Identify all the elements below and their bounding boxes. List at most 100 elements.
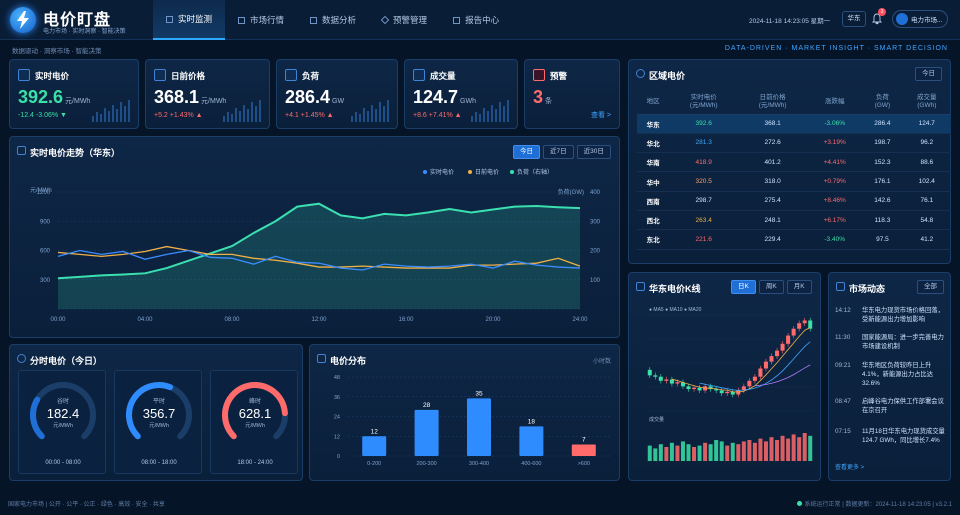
volume-bar (780, 435, 785, 461)
news-text: 华东电力现货市场价格回落，受新能源出力增加影响 (862, 307, 944, 323)
table-row[interactable]: 华中 320.5 318.0 +0.79% 176.1 102.4 (637, 171, 951, 192)
kpi-card: 成交量 124.7 GWh +8.6 +7.41% ▲ (404, 59, 518, 129)
kpi-number: 286.4 (285, 87, 331, 107)
kpi-label: 预警 (550, 71, 568, 81)
news-more-link[interactable]: 查看更多 > (835, 465, 865, 471)
table-cell: 176.1 (862, 171, 903, 192)
trend-title: 实时电价走势（华东） (30, 148, 121, 158)
gauge-card: 峰时 628.1 元/MWh 18:00 - 24:00 (210, 370, 298, 474)
table-cell: 275.4 (738, 191, 808, 211)
app-subtitle: 电力市场 · 实时洞察 · 智能决策 (43, 29, 126, 35)
kpi-number: 3 (533, 87, 544, 107)
news-item[interactable]: 07:15 11月18日华东电力现货成交量 124.7 GWh，同比增长7.4% (835, 427, 948, 457)
distribution-chart: 48 36 24 12 0 12 0-200 28 200-300 35 300-400 18 400-… (334, 375, 610, 467)
volume-bar (786, 438, 791, 461)
volume-bar (763, 441, 768, 461)
nav-market[interactable]: 市场行情 (225, 0, 297, 40)
kpi-icon (533, 69, 545, 81)
kpi-label: 日前价格 (171, 71, 206, 81)
kpi-icon (413, 69, 425, 81)
news-all-button[interactable]: 全部 (917, 280, 944, 294)
spark-bar (387, 100, 389, 122)
kpi-change: +5.2 +1.43% ▲ (154, 112, 203, 119)
spark-bar (487, 111, 489, 122)
nav-alerts[interactable]: 预警管理 (369, 0, 440, 40)
kpi-value: 368.1 元/MWh (154, 87, 226, 108)
user-name: 电力市场... (911, 17, 943, 24)
lightning-logo-icon (10, 7, 36, 33)
table-cell: 272.6 (738, 133, 808, 154)
tab-month-k[interactable]: 月K (786, 280, 812, 294)
bar-value-label: 18 (528, 418, 536, 425)
tab-30d[interactable]: 近30日 (576, 145, 611, 159)
volume-bar (802, 433, 807, 461)
trend-range-tabs: 今日 近7日 近30日 (513, 145, 611, 159)
volume-bar (703, 442, 708, 461)
news-text: 启峰谷电力保供工作部署会议在京召开 (862, 398, 944, 414)
time-price-title: 分时电价（今日） (30, 356, 103, 366)
kpi-number: 392.6 (18, 87, 64, 107)
distribution-card: 电价分布 小时数 48 36 24 12 0 12 0-200 28 200-300 35 300-… (309, 344, 620, 481)
tab-day-k[interactable]: 日K (731, 280, 756, 294)
gauge-label: 峰时 (249, 397, 261, 405)
news-item[interactable]: 11:30 国家能源局：进一步完善电力市场建设机制 (835, 333, 948, 363)
volume-bar (708, 444, 713, 461)
table-cell: 368.1 (738, 114, 808, 134)
nav-realtime[interactable]: 实时监测 (153, 0, 226, 40)
spark-bar (251, 102, 253, 122)
kline-period-tabs: 日K 周K 月K (731, 280, 812, 294)
table-cell: 西北 (637, 210, 670, 231)
candle-body (675, 382, 680, 384)
kpi-number: 124.7 (413, 87, 459, 107)
volume-bar (752, 442, 757, 461)
table-row[interactable]: 华北 281.3 272.6 +3.19% 198.7 96.2 (637, 133, 951, 154)
version: v3.2.1 (935, 502, 952, 508)
table-row[interactable]: 东北 221.6 229.4 -3.40% 97.5 41.2 (637, 229, 951, 250)
table-row[interactable]: 华东 392.6 368.1 -3.06% 286.4 124.7 (637, 114, 951, 134)
news-item[interactable]: 14:12 华东电力现货市场价格回落，受新能源出力增加影响 (835, 306, 948, 336)
region-title: 区域电价 (649, 71, 686, 81)
region-selector[interactable]: 华东 (842, 11, 866, 27)
category-label: 0-200 (367, 461, 381, 467)
table-header: 涨跌幅 (807, 90, 863, 115)
candle-body (758, 368, 763, 377)
candle-body (802, 320, 807, 324)
candle-body (747, 380, 752, 387)
table-row[interactable]: 华南 418.9 401.2 +4.41% 152.3 88.6 (637, 152, 951, 173)
volume-bar (653, 448, 658, 461)
table-cell: 88.6 (902, 152, 951, 173)
kpi-unit: 元/MWh (201, 98, 227, 105)
distribution-title: 电价分布 (330, 356, 367, 366)
spark-bar (383, 106, 385, 122)
tab-week-k[interactable]: 周K (758, 280, 784, 294)
table-cell: 华东 (637, 114, 670, 134)
kpi-icon (285, 69, 297, 81)
app-title: 电价盯盘 (43, 12, 112, 29)
volume-bar (664, 447, 669, 461)
candle-body (669, 379, 674, 384)
tab-today[interactable]: 今日 (513, 145, 540, 159)
nav-reports[interactable]: 报告中心 (440, 0, 512, 40)
gauge-fill (126, 382, 174, 440)
kpi-number: 368.1 (154, 87, 200, 107)
table-cell: 41.2 (902, 229, 951, 250)
nav-analysis[interactable]: 数据分析 (297, 0, 369, 40)
notification-badge: 3 (878, 8, 886, 16)
kpi-view-link[interactable]: 查看 > (590, 112, 611, 119)
table-row[interactable]: 西北 263.4 248.1 +6.17% 118.3 54.8 (637, 210, 951, 231)
news-item[interactable]: 08:47 启峰谷电力保供工作部署会议在京召开 (835, 397, 948, 427)
spark-bar (223, 116, 225, 122)
table-row[interactable]: 西南 298.7 275.4 +8.46% 142.6 76.1 (637, 191, 951, 211)
realtime-price-line (57, 249, 581, 271)
table-cell: +6.17% (807, 210, 863, 231)
spark-bar (116, 109, 118, 122)
news-item[interactable]: 09:21 华东地区负荷较昨日上升4.1%，新能源出力占比达32.6% (835, 361, 948, 391)
region-card: 区域电价 今日 地区 实时电价 (元/MWh) 日前价格 (元/MWh) 涨跌幅 负荷 … (628, 59, 951, 264)
gauge-unit: 元/MWh (245, 422, 265, 429)
user-menu[interactable]: 电力市场... (892, 10, 948, 28)
grid-icon (317, 354, 326, 363)
tab-7d[interactable]: 近7日 (543, 145, 574, 159)
legend-dot (468, 170, 472, 174)
region-date-button[interactable]: 今日 (915, 67, 942, 81)
kpi-value: 392.6 元/MWh (18, 87, 90, 108)
